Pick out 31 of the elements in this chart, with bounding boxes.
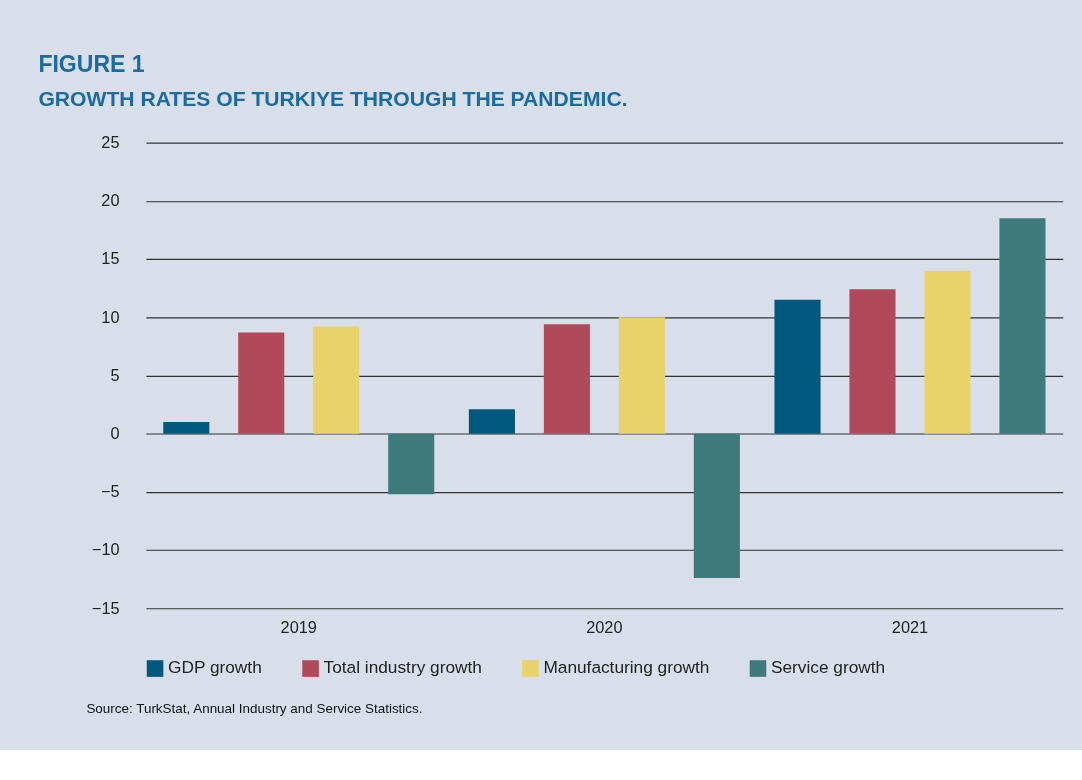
y-tick-label: 25: [101, 132, 120, 151]
bar: [388, 433, 435, 495]
x-tick-label: 2021: [891, 617, 929, 636]
bar: [313, 326, 360, 434]
legend-label: Total industry growth: [323, 657, 482, 678]
bar: [543, 324, 590, 434]
chart-title: FIGURE 1: [38, 50, 145, 77]
x-tick-label: 2020: [586, 617, 623, 636]
bar: [238, 332, 285, 434]
y-tick-label: −5: [100, 482, 120, 501]
x-tick-label: 2019: [280, 617, 317, 636]
chart-subtitle: GROWTH RATES OF TURKIYE THROUGH THE PANDEMIC.: [38, 87, 628, 111]
bar: [849, 289, 896, 434]
y-tick-label: 5: [110, 365, 120, 384]
bar: [618, 317, 665, 434]
bar: [924, 270, 971, 434]
y-tick-label: 20: [101, 191, 120, 210]
legend-label: Service growth: [770, 657, 886, 678]
bar: [693, 433, 740, 579]
bar: [999, 218, 1046, 434]
bar: [468, 409, 515, 434]
y-tick-label: 10: [101, 307, 120, 326]
y-tick-label: −10: [91, 540, 120, 559]
y-tick-label: 0: [110, 423, 120, 442]
y-tick-label: 15: [101, 249, 120, 268]
bar: [774, 299, 821, 434]
legend-label: Manufacturing growth: [543, 657, 710, 678]
source-note: Source: TurkStat, Annual Industry and Service Statistics.: [86, 700, 423, 716]
bar: [163, 422, 210, 434]
legend-label: GDP growth: [168, 657, 262, 678]
y-tick-label: −15: [91, 598, 120, 617]
